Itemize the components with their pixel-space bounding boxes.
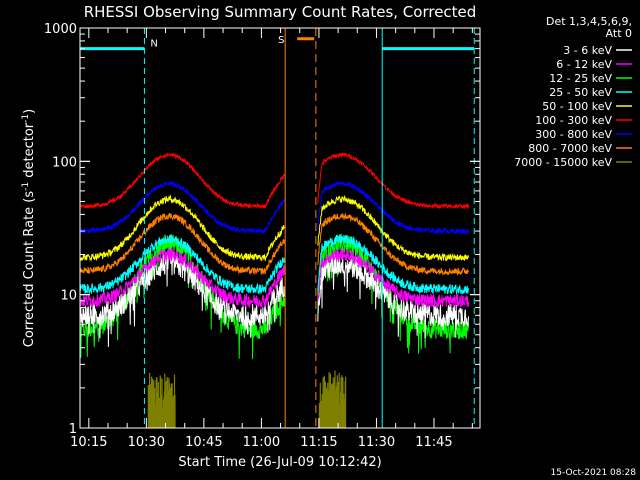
x-tick-label: 10:30 [128, 435, 165, 450]
x-tick-label: 11:45 [415, 435, 452, 450]
legend-entry-label: 25 - 50 keV [549, 86, 612, 99]
saa-bar-label: S [278, 35, 284, 46]
legend-entry-label: 12 - 25 keV [549, 72, 612, 85]
series-line-0-seg-1 [317, 253, 469, 339]
x-tick-label: 11:15 [300, 435, 337, 450]
series-line-6-seg-1 [317, 180, 469, 235]
series-line-7-seg-0 [80, 213, 286, 276]
x-tick-label: 11:30 [358, 435, 395, 450]
y-axis-label-mid: detector [22, 122, 37, 182]
series-line-6-seg-0 [80, 180, 286, 235]
series-line-1-seg-1 [317, 247, 469, 308]
y-tick-label: 1000 [44, 22, 77, 37]
legend-entry-label: 6 - 12 keV [556, 58, 612, 71]
y-tick-label: 1 [69, 422, 77, 437]
series-line-3-seg-0 [80, 234, 285, 295]
series-line-5-seg-1 [317, 152, 469, 210]
x-tick-label: 11:00 [243, 435, 280, 450]
legend-entry-label: 300 - 800 keV [535, 128, 612, 141]
olive-burst-0 [147, 372, 176, 428]
chart-title: RHESSI Observing Summary Count Rates, Co… [84, 3, 477, 21]
y-axis-label-main: Corrected Count Rate (s [22, 191, 37, 348]
timestamp: 15-Oct-2021 08:28 [551, 468, 637, 478]
y-axis-label: Corrected Count Rate (s-1 detector-1) [21, 109, 37, 347]
axes: 1 10 100 1000 10:15 10:30 10:45 11:00 11:15 11:30… [44, 22, 481, 450]
y-axis-label-sup2: -1 [21, 114, 31, 123]
series-line-4-seg-1 [317, 194, 469, 262]
legend-entry-label: 7000 - 15000 keV [514, 156, 612, 169]
x-axis-label: Start Time (26-Jul-09 10:12:42) [178, 455, 381, 470]
x-tick-label: 10:45 [185, 435, 222, 450]
legend-entry-label: 3 - 6 keV [563, 44, 612, 57]
plot-content [80, 152, 469, 428]
night-bar-label-0: N [150, 39, 157, 50]
y-tick-label: 10 [60, 289, 77, 304]
series-line-3-seg-1 [317, 234, 469, 295]
y-axis-label-sup1: -1 [21, 182, 31, 191]
series-line-4-seg-0 [80, 194, 286, 262]
y-tick-label: 100 [52, 155, 77, 170]
series-line-5-seg-0 [80, 152, 286, 209]
legend-header-line: Det 1,3,4,5,6,9, [546, 15, 632, 28]
series-line-1-seg-0 [80, 248, 286, 309]
legend-header-line: Att 0 [606, 27, 632, 40]
series-line-7-seg-1 [317, 213, 469, 277]
y-axis-label-end: ) [22, 109, 37, 114]
x-tick-label: 10:15 [70, 435, 107, 450]
series-line-0-seg-0 [80, 251, 286, 348]
legend-entry-label: 100 - 300 keV [535, 114, 612, 127]
legend-entry-label: 800 - 7000 keV [528, 142, 612, 155]
plot-frame [79, 27, 481, 429]
legend-entry-label: 50 - 100 keV [542, 100, 612, 113]
